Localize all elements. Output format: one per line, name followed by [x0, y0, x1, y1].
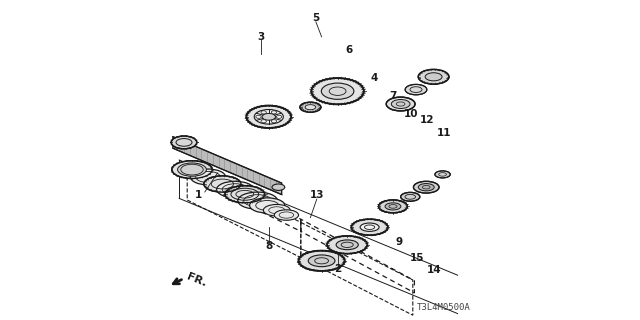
Ellipse shape — [216, 181, 253, 198]
Ellipse shape — [274, 210, 298, 220]
Text: FR.: FR. — [185, 272, 208, 288]
Text: T3L4M0500A: T3L4M0500A — [417, 303, 470, 312]
Text: 5: 5 — [312, 12, 319, 23]
Text: 14: 14 — [428, 265, 442, 276]
Text: 2: 2 — [334, 264, 341, 274]
Ellipse shape — [379, 200, 407, 213]
Text: 11: 11 — [437, 128, 451, 138]
Ellipse shape — [276, 115, 282, 118]
Text: 1: 1 — [195, 190, 202, 200]
Text: 3: 3 — [257, 32, 264, 42]
Ellipse shape — [271, 120, 276, 123]
Ellipse shape — [264, 204, 291, 216]
Ellipse shape — [360, 223, 379, 231]
Ellipse shape — [401, 192, 420, 201]
Ellipse shape — [246, 106, 291, 128]
Text: 6: 6 — [345, 44, 353, 55]
Ellipse shape — [261, 111, 266, 114]
Ellipse shape — [327, 236, 367, 254]
Ellipse shape — [178, 163, 206, 176]
Ellipse shape — [336, 240, 358, 250]
Ellipse shape — [419, 69, 449, 84]
Text: 4: 4 — [370, 73, 378, 84]
Ellipse shape — [256, 115, 261, 118]
Ellipse shape — [271, 111, 276, 114]
Text: 9: 9 — [396, 236, 403, 247]
Ellipse shape — [261, 120, 266, 123]
Ellipse shape — [351, 219, 388, 235]
Ellipse shape — [425, 73, 442, 81]
Ellipse shape — [238, 192, 278, 209]
Ellipse shape — [204, 176, 241, 192]
Ellipse shape — [191, 169, 226, 185]
Ellipse shape — [254, 109, 284, 124]
Ellipse shape — [300, 102, 321, 112]
Ellipse shape — [387, 97, 415, 111]
Ellipse shape — [435, 171, 451, 178]
Ellipse shape — [250, 198, 285, 213]
Ellipse shape — [172, 136, 197, 149]
Ellipse shape — [308, 255, 335, 267]
Ellipse shape — [298, 251, 345, 271]
Ellipse shape — [305, 105, 316, 110]
Text: 15: 15 — [410, 252, 424, 263]
Text: 8: 8 — [265, 241, 273, 252]
Ellipse shape — [419, 184, 434, 191]
Text: 13: 13 — [310, 190, 324, 200]
Text: 7: 7 — [389, 91, 397, 101]
Ellipse shape — [172, 161, 212, 179]
Text: 12: 12 — [420, 115, 435, 125]
Ellipse shape — [272, 184, 285, 190]
Ellipse shape — [391, 100, 410, 108]
Polygon shape — [173, 137, 282, 195]
Ellipse shape — [385, 203, 401, 210]
Text: 10: 10 — [404, 108, 419, 119]
Ellipse shape — [405, 84, 427, 95]
Ellipse shape — [312, 78, 364, 104]
Ellipse shape — [262, 113, 276, 120]
Ellipse shape — [225, 186, 265, 203]
Ellipse shape — [321, 83, 354, 99]
Ellipse shape — [413, 181, 439, 193]
